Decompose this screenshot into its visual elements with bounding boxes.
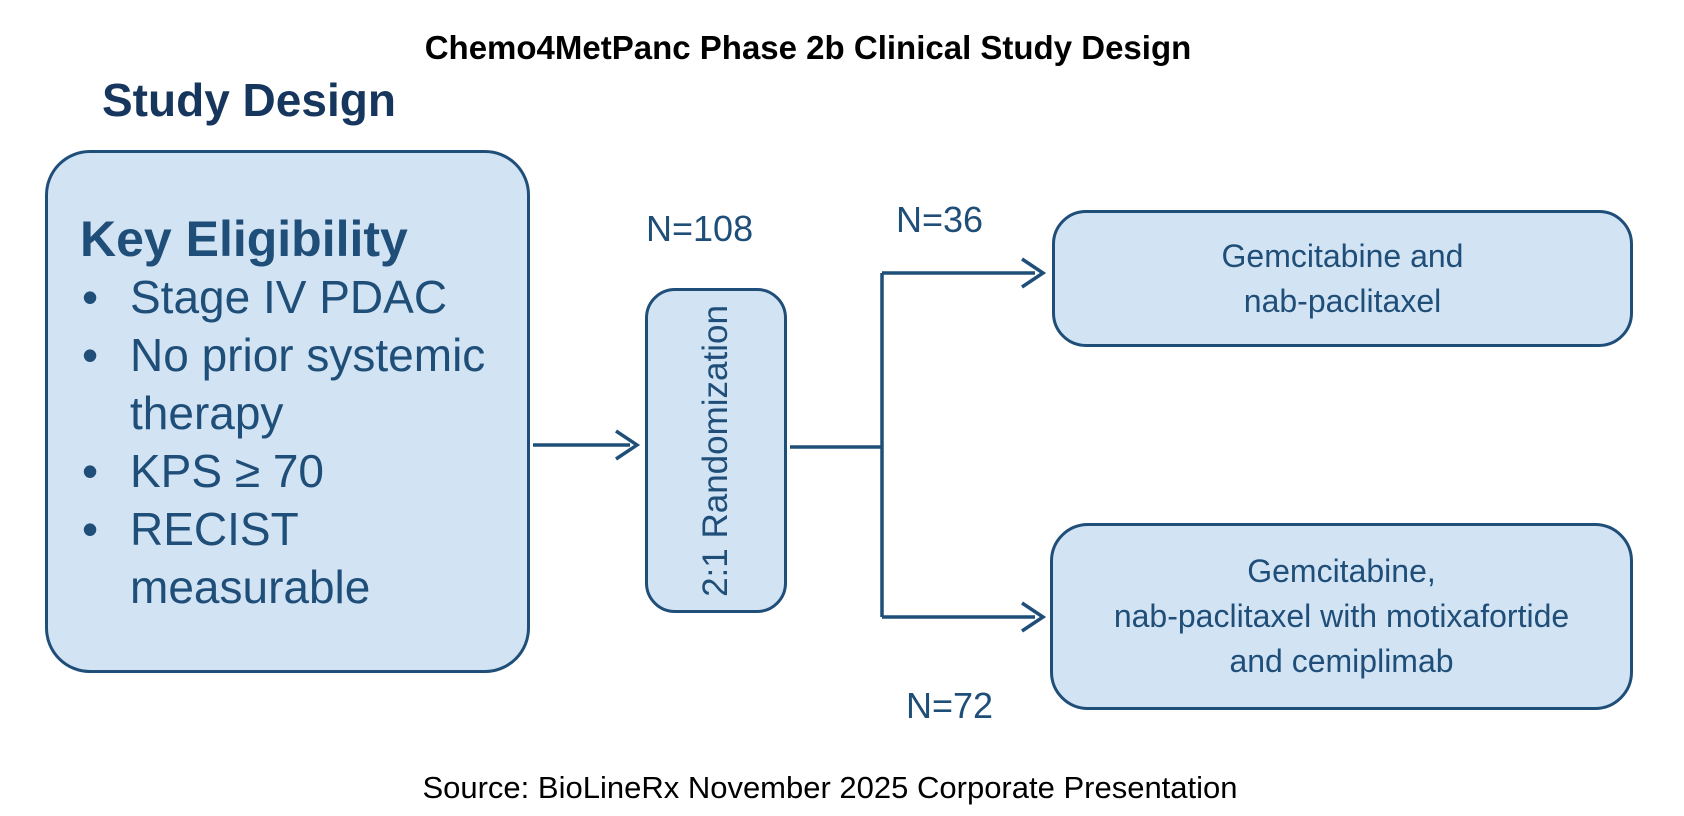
section-heading: Study Design bbox=[102, 74, 396, 126]
arm-top-box: Gemcitabine and nab-paclitaxel bbox=[1052, 210, 1633, 347]
arm-bottom-treatment-label: Gemcitabine, nab-paclitaxel with motixaf… bbox=[1113, 553, 1570, 679]
arm-bottom-n-label: N=72 bbox=[906, 685, 994, 726]
arrow-bottom-branch-head bbox=[1021, 601, 1047, 633]
source-attribution: Source: BioLineRx November 2025 Corporat… bbox=[422, 770, 1238, 805]
randomization-box: 2:1 Randomization bbox=[645, 288, 787, 613]
eligibility-item: No prior systemic therapy bbox=[80, 326, 505, 442]
eligibility-item: Stage IV PDAC bbox=[80, 268, 505, 326]
randomization-n-label: N=108 bbox=[646, 208, 754, 249]
eligibility-list: Stage IV PDAC No prior systemic therapy … bbox=[80, 268, 505, 616]
arm-bottom-box: Gemcitabine, nab-paclitaxel with motixaf… bbox=[1050, 523, 1633, 710]
eligibility-item: KPS ≥ 70 bbox=[80, 442, 505, 500]
arrow-eligibility-to-randomization-head bbox=[615, 429, 641, 461]
eligibility-box: Key Eligibility Stage IV PDAC No prior s… bbox=[45, 150, 530, 673]
arrow-top-branch-head bbox=[1021, 257, 1047, 289]
arm-top-n-label: N=36 bbox=[896, 199, 984, 240]
randomization-label: 2:1 Randomization bbox=[696, 304, 735, 597]
arm-top-treatment-label: Gemcitabine and nab-paclitaxel bbox=[1221, 237, 1464, 319]
eligibility-heading: Key Eligibility bbox=[80, 211, 408, 267]
page-title: Chemo4MetPanc Phase 2b Clinical Study De… bbox=[424, 29, 1192, 66]
eligibility-item: RECIST measurable bbox=[80, 500, 505, 616]
